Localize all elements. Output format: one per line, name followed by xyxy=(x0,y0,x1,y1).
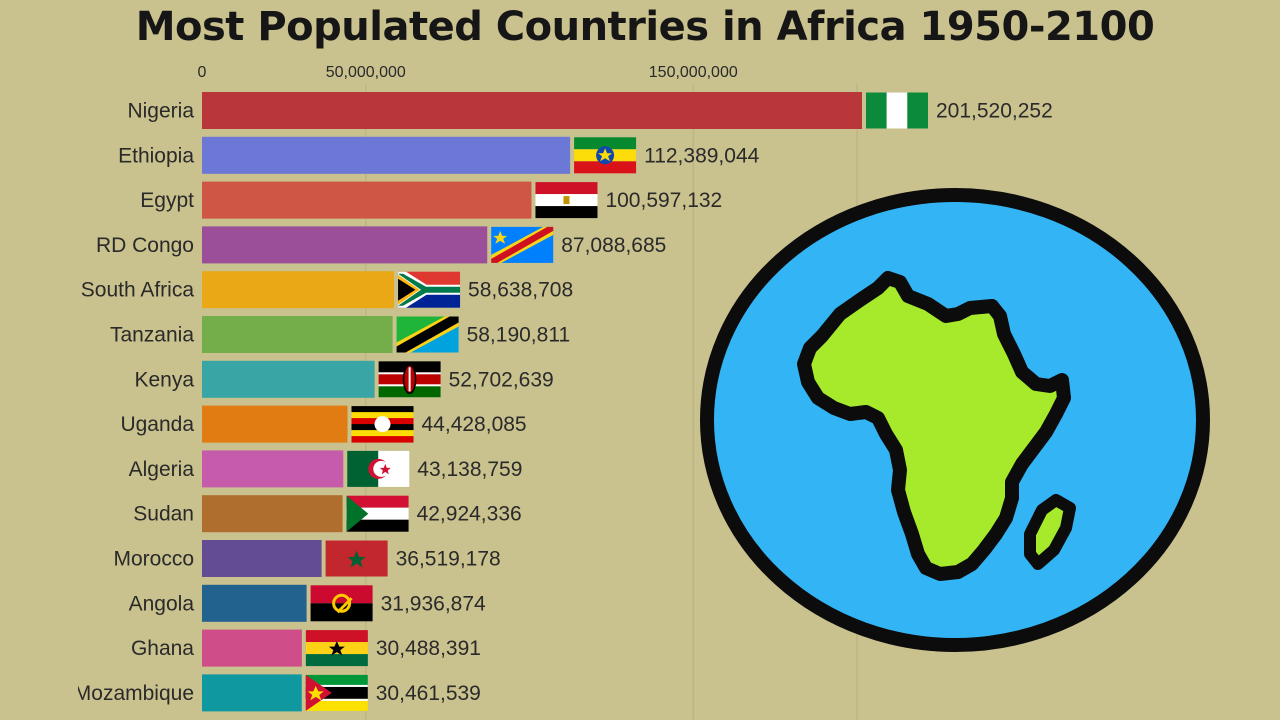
bar xyxy=(202,584,307,622)
category-label: South Africa xyxy=(81,279,195,302)
bar xyxy=(202,271,395,309)
value-label: 112,389,044 xyxy=(644,144,760,167)
chart-title: Most Populated Countries in Africa 1950-… xyxy=(135,4,1155,50)
category-label: Ghana xyxy=(131,637,194,660)
category-label: Angola xyxy=(129,592,195,615)
value-label: 30,461,539 xyxy=(376,682,481,705)
bar xyxy=(202,92,862,129)
south-africa-flag xyxy=(398,271,461,308)
bar xyxy=(202,450,344,488)
value-label: 42,924,336 xyxy=(417,503,522,526)
kenya-flag xyxy=(378,361,441,398)
value-label: 36,519,178 xyxy=(396,548,501,571)
value-label: 58,190,811 xyxy=(467,324,571,347)
egypt-flag xyxy=(535,182,598,219)
category-label: Tanzania xyxy=(110,324,194,347)
uganda-flag xyxy=(351,406,414,443)
value-label: 44,428,085 xyxy=(422,413,527,436)
value-label: 201,520,252 xyxy=(936,100,1053,123)
bar xyxy=(202,540,322,577)
category-label: Sudan xyxy=(133,503,194,526)
nigeria-flag xyxy=(866,92,928,129)
sudan-flag xyxy=(346,495,409,532)
algeria-flag xyxy=(347,450,410,487)
category-label: Nigeria xyxy=(127,100,194,123)
bar xyxy=(202,316,393,353)
bar xyxy=(202,674,302,712)
value-label: 43,138,759 xyxy=(417,458,522,481)
bar xyxy=(202,360,375,398)
bar xyxy=(202,495,343,533)
bar xyxy=(202,629,302,667)
ethiopia-flag xyxy=(574,137,637,174)
value-label: 52,702,639 xyxy=(449,368,554,391)
tanzania-flag xyxy=(396,316,459,353)
x-tick-label: 50,000,000 xyxy=(326,64,406,81)
bar xyxy=(202,405,348,443)
value-label: 87,088,685 xyxy=(561,234,666,257)
bar xyxy=(202,136,571,174)
ghana-flag xyxy=(305,630,368,667)
category-label: RD Congo xyxy=(96,234,194,257)
category-label: Algeria xyxy=(129,458,195,481)
category-label: Ethiopia xyxy=(118,144,194,167)
mozambique-flag xyxy=(305,674,368,711)
value-label: 30,488,391 xyxy=(376,637,481,660)
x-tick-label: 0 xyxy=(198,64,207,81)
value-label: 58,638,708 xyxy=(468,279,573,302)
x-tick-label: 150,000,000 xyxy=(649,64,738,81)
value-label: 100,597,132 xyxy=(605,189,722,212)
category-label: Egypt xyxy=(140,189,194,212)
category-label: Uganda xyxy=(120,413,194,436)
bar xyxy=(202,181,532,219)
angola-flag xyxy=(310,585,373,622)
category-label: Kenya xyxy=(134,368,194,391)
value-label: 31,936,874 xyxy=(381,592,486,615)
category-label: Mozambique xyxy=(74,682,194,705)
category-label: Morocco xyxy=(113,548,194,571)
bar xyxy=(202,226,488,264)
morocco-flag xyxy=(325,540,388,577)
africa-globe-icon xyxy=(700,188,1210,652)
dr-congo-flag xyxy=(491,226,554,263)
